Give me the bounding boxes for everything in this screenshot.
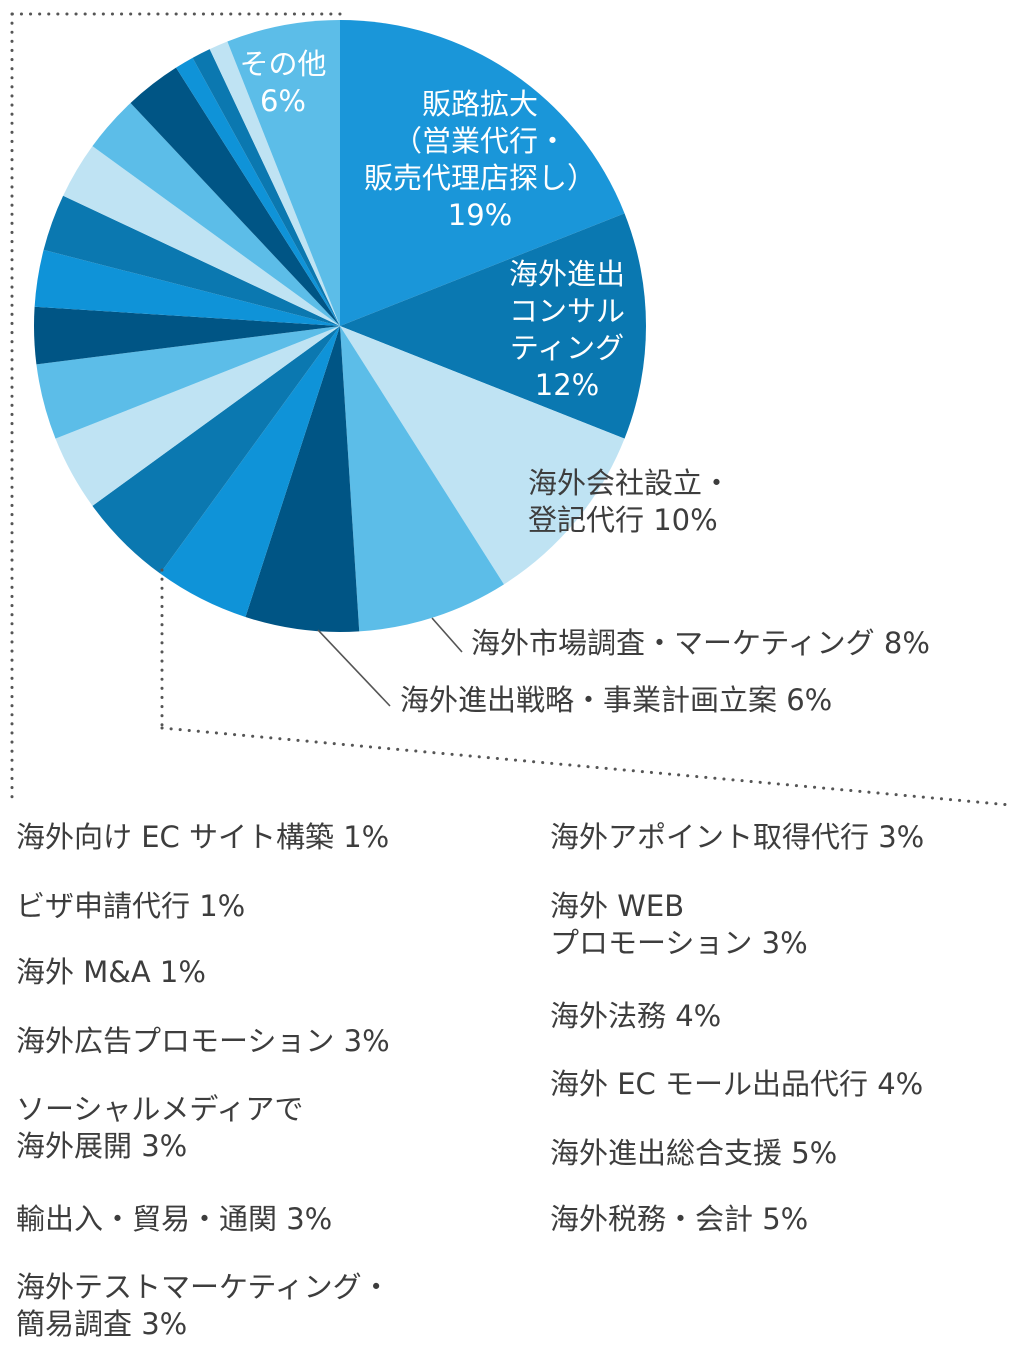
slice-label-other: その他 6% [239,47,327,119]
pie-slice-1 [340,213,646,439]
pie-slice-13 [92,102,340,326]
pie-slice-3 [340,326,504,632]
pie-slice-5 [160,326,340,618]
legend-item-legal: 海外法務 4% [550,999,722,1033]
legend-item-tax-accounting: 海外税務・会計 5% [550,1202,809,1236]
pie-slice-0 [340,20,625,326]
slice-label-strategy: 海外進出戦略・事業計画立案 6% [400,683,833,717]
pie-slice-15 [176,57,340,326]
slice-label-consulting: 海外進出 コンサル ティング 12% [508,257,625,403]
legend-item-ad-promotion: 海外広告プロモーション 3% [16,1024,390,1058]
slice-label-market-research: 海外市場調査・マーケティング 8% [471,626,930,660]
slice-label-company-setup: 海外会社設立・ 登記代行 10% [528,466,732,538]
leader-line-strategy [317,629,391,707]
legend-item-appointment: 海外アポイント取得代行 3% [550,820,925,854]
pie-slice-2 [340,326,625,585]
legend-item-visa: ビザ申請代行 1% [16,889,246,923]
legend-item-test-marketing: 海外テストマーケティング・ 簡易調査 3% [16,1270,391,1342]
pie-slice-9 [33,306,340,365]
pie-slice-6 [92,326,340,574]
legend-item-ma: 海外 M&A 1% [16,955,206,989]
legend-item-ec-site: 海外向け EC サイト構築 1% [16,820,390,854]
pie-slice-14 [130,67,340,326]
pie-slice-10 [34,249,340,326]
legend-item-total-support: 海外進出総合支援 5% [550,1136,838,1170]
legend-item-ec-mall: 海外 EC モール出品代行 4% [550,1067,924,1101]
slice-label-sales-expansion: 販路拡大 （営業代行・ 販売代理店探し） 19% [363,87,596,233]
dotted-bracket-diagonal [160,726,1012,807]
pie-slice-8 [36,326,340,439]
pie-slice-18 [227,20,340,326]
legend-item-trade: 輸出入・貿易・通関 3% [16,1202,333,1236]
legend-item-web-promotion: 海外 WEB プロモーション 3% [550,889,808,961]
pie-slice-4 [245,326,360,633]
leader-line-market-research [431,617,463,653]
pie-slice-12 [63,146,341,326]
pie-slice-7 [55,326,341,506]
legend-item-social-media: ソーシャルメディアで 海外展開 3% [16,1092,304,1164]
pie-slice-16 [192,49,340,327]
pie-slice-11 [43,195,341,326]
pie-slice-17 [209,41,340,327]
